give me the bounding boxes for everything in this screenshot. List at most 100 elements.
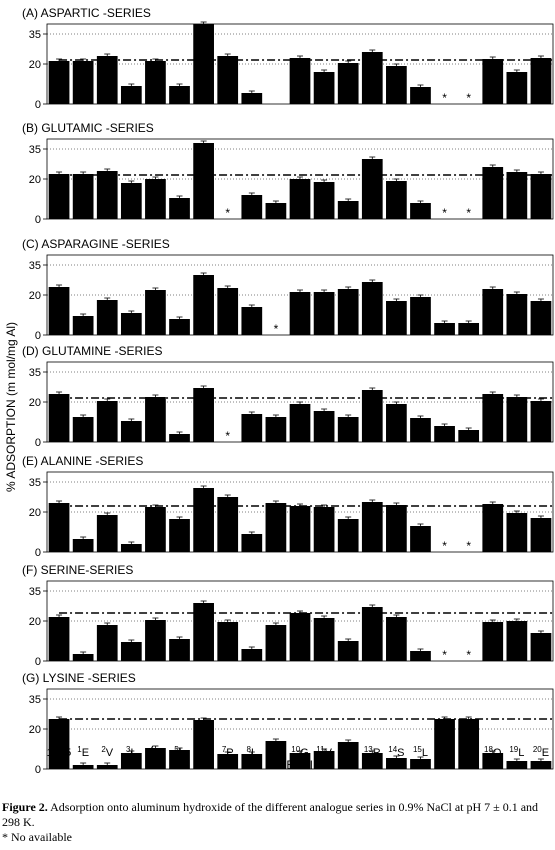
- bar: [217, 622, 239, 661]
- y-tick-label: 20: [29, 724, 41, 736]
- category-label: 20E: [533, 745, 549, 759]
- bar: [337, 742, 359, 769]
- bar: [289, 404, 311, 442]
- bar: [96, 625, 118, 661]
- bar: [217, 288, 239, 335]
- bar: [145, 620, 166, 661]
- bar: [193, 388, 214, 442]
- category-label: 17K: [461, 745, 478, 759]
- panel-7: (G) LYSINE -SERIES 0 20 35: [22, 671, 554, 776]
- bar: [193, 720, 214, 769]
- bar: [482, 753, 504, 769]
- bar: [169, 198, 190, 219]
- bar: [217, 56, 239, 104]
- bar: [313, 72, 335, 104]
- bar: [386, 181, 407, 219]
- missing-marker: *: [442, 539, 447, 553]
- bar: [72, 316, 94, 335]
- y-tick-label: 20: [29, 174, 41, 186]
- bar: [96, 765, 118, 769]
- bar: [337, 641, 359, 661]
- missing-marker: *: [466, 648, 471, 662]
- bar: [289, 179, 311, 219]
- y-tick-label: 20: [29, 507, 41, 519]
- bar: [361, 390, 383, 442]
- category-label: 11V: [316, 745, 332, 759]
- category-label: 13R: [364, 745, 381, 759]
- bar: [241, 195, 263, 219]
- bar: [120, 753, 142, 769]
- bar: [506, 513, 528, 552]
- bar: [410, 297, 431, 335]
- bar: [145, 290, 166, 335]
- y-tick-label: 20: [29, 616, 41, 628]
- bar: [241, 534, 263, 552]
- bar: [361, 159, 383, 219]
- category-label: 6K: [198, 745, 210, 759]
- category-label: 10G: [291, 745, 308, 759]
- bar: [337, 519, 359, 552]
- bar: [169, 519, 190, 552]
- bar: [48, 617, 70, 661]
- y-tick-label: 20: [29, 59, 41, 71]
- bar: [434, 323, 455, 335]
- missing-marker: *: [466, 91, 471, 105]
- panel-2: (B) GLUTAMIC -SERIES 0 20 35 * * *: [22, 121, 554, 226]
- category-label: 1585: [47, 747, 71, 759]
- category-label: 14S: [388, 745, 404, 759]
- bar: [241, 307, 263, 335]
- bar: [530, 401, 552, 442]
- bar: [482, 622, 504, 661]
- bar: [145, 397, 166, 442]
- bar: [458, 719, 480, 769]
- caption-text: Adsorption onto aluminum hydroxide of th…: [2, 800, 539, 829]
- bar: [313, 507, 335, 552]
- missing-marker: *: [442, 648, 447, 662]
- bar: [530, 761, 552, 769]
- bar: [386, 617, 407, 661]
- bar: [410, 526, 431, 552]
- bar: [361, 502, 383, 552]
- category-label: 7P: [222, 745, 234, 759]
- bar: [96, 515, 118, 552]
- category-label: 19L: [509, 745, 524, 759]
- bar: [506, 621, 528, 661]
- bar: [48, 287, 70, 335]
- x-axis-label: PEPTIDE: [278, 758, 329, 772]
- panel-1: (A) ASPARTIC -SERIES 0 20 35 * *: [22, 6, 554, 111]
- bar: [337, 201, 359, 219]
- y-tick-label: 0: [35, 547, 41, 559]
- missing-marker: *: [466, 206, 471, 220]
- bar: [506, 172, 528, 219]
- bar: [241, 649, 263, 661]
- figure-caption: Figure 2. Adsorption onto aluminum hydro…: [2, 800, 552, 845]
- bar: [482, 394, 504, 442]
- bar: [72, 174, 94, 219]
- bar: [313, 292, 335, 335]
- bar: [265, 741, 287, 769]
- bar: [361, 753, 383, 769]
- bar: [337, 63, 359, 104]
- category-label: 15L: [413, 745, 428, 759]
- panel-6: (F) SERINE-SERIES 0 20 35 * *: [22, 563, 554, 668]
- panel-title: (D) GLUTAMINE -SERIES: [22, 344, 162, 358]
- bar: [193, 488, 214, 552]
- bar: [386, 66, 407, 104]
- category-label: 4Y: [150, 745, 162, 759]
- bar: [386, 758, 407, 769]
- panel-title: (B) GLUTAMIC -SERIES: [22, 121, 154, 135]
- bar: [361, 52, 383, 104]
- category-label: 12Y: [340, 745, 357, 759]
- bar: [169, 86, 190, 104]
- bar: [169, 750, 190, 769]
- bar: [145, 61, 166, 104]
- panel-title: (E) ALANINE -SERIES: [22, 454, 143, 468]
- bar: [482, 59, 504, 104]
- bar: [434, 426, 455, 442]
- y-tick-label: 35: [29, 477, 41, 489]
- bar: [386, 301, 407, 335]
- bar: [169, 319, 190, 335]
- bar: [313, 411, 335, 442]
- bar: [241, 754, 263, 769]
